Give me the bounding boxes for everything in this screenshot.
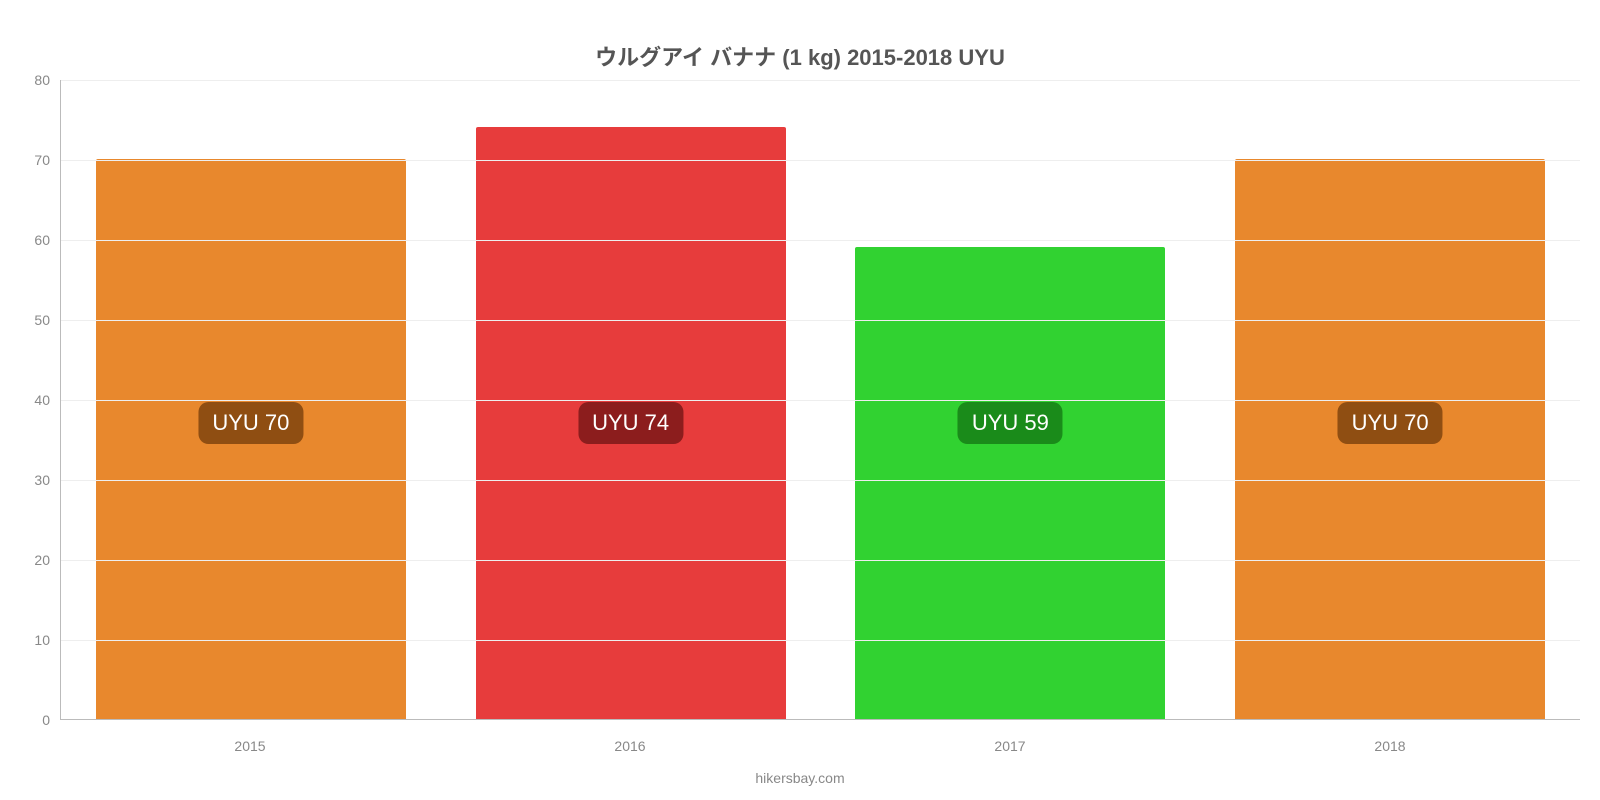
x-axis-tick-label: 2015	[234, 738, 265, 754]
y-axis-tick-label: 0	[10, 712, 50, 728]
value-badge: UYU 70	[1338, 402, 1443, 444]
x-axis-tick-label: 2016	[614, 738, 645, 754]
y-axis-tick-label: 40	[10, 392, 50, 408]
bar: UYU 74	[476, 127, 786, 719]
chart-title: ウルグアイ バナナ (1 kg) 2015-2018 UYU	[0, 40, 1600, 72]
y-axis-tick-label: 30	[10, 472, 50, 488]
plot-area: UYU 70 UYU 74 UYU 59 UYU 70	[60, 80, 1580, 720]
x-axis-tick-label: 2018	[1374, 738, 1405, 754]
gridline	[61, 80, 1580, 81]
x-axis-tick-label: 2017	[994, 738, 1025, 754]
value-badge: UYU 74	[578, 402, 683, 444]
bar: UYU 70	[1235, 159, 1545, 719]
y-axis-tick-label: 80	[10, 72, 50, 88]
gridline	[61, 320, 1580, 321]
credit-text: hikersbay.com	[0, 770, 1600, 786]
y-axis-tick-label: 50	[10, 312, 50, 328]
gridline	[61, 160, 1580, 161]
gridline	[61, 560, 1580, 561]
y-axis-tick-label: 20	[10, 552, 50, 568]
gridline	[61, 400, 1580, 401]
gridline	[61, 640, 1580, 641]
bar: UYU 70	[96, 159, 406, 719]
y-axis-tick-label: 60	[10, 232, 50, 248]
y-axis-tick-label: 10	[10, 632, 50, 648]
gridline	[61, 480, 1580, 481]
value-badge: UYU 59	[958, 402, 1063, 444]
y-axis-tick-label: 70	[10, 152, 50, 168]
bar: UYU 59	[855, 247, 1165, 719]
value-badge: UYU 70	[198, 402, 303, 444]
chart-container: ウルグアイ バナナ (1 kg) 2015-2018 UYU UYU 70UYU…	[0, 0, 1600, 800]
gridline	[61, 240, 1580, 241]
